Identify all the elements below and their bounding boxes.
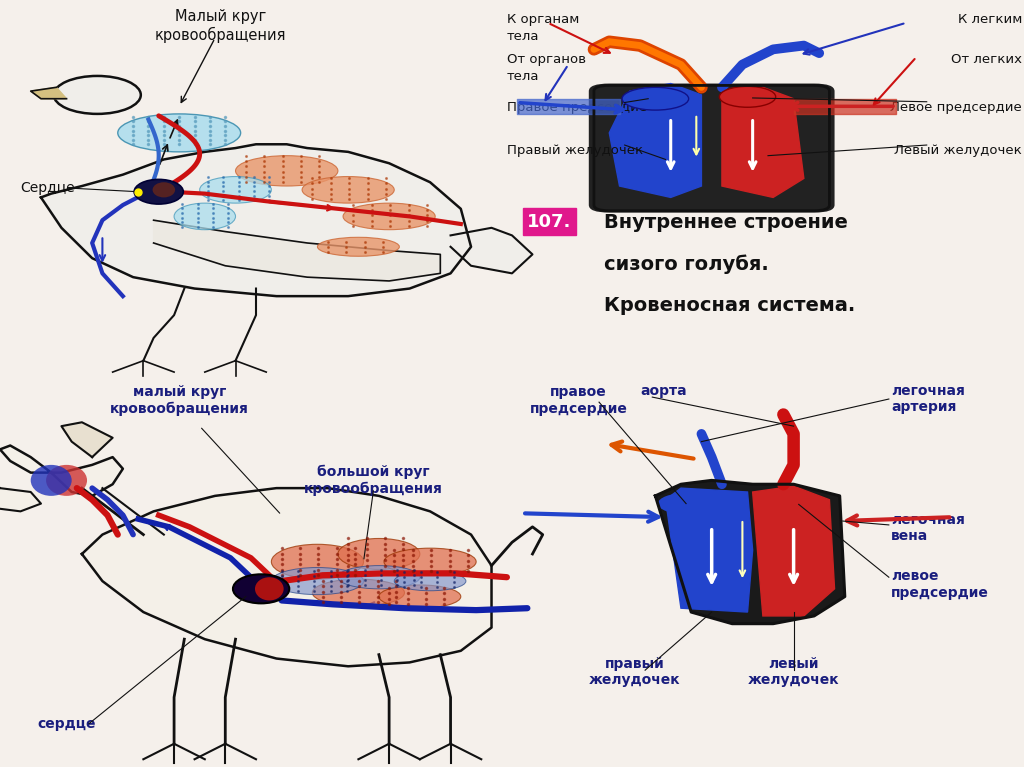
Polygon shape (82, 488, 492, 667)
Ellipse shape (343, 203, 435, 229)
Text: Правое предсердие: Правое предсердие (507, 100, 647, 114)
Text: От органов: От органов (507, 53, 586, 66)
Ellipse shape (317, 237, 399, 256)
Ellipse shape (622, 87, 688, 110)
Text: 107.: 107. (527, 212, 571, 231)
Ellipse shape (31, 465, 72, 496)
Ellipse shape (271, 545, 364, 579)
Text: Правый желудочек: Правый желудочек (507, 144, 643, 157)
Ellipse shape (719, 87, 776, 107)
Polygon shape (31, 87, 67, 99)
Ellipse shape (53, 76, 141, 114)
Ellipse shape (394, 571, 466, 591)
Text: легочная
артерия: легочная артерия (891, 384, 965, 413)
Text: Левое предсердие: Левое предсердие (890, 100, 1022, 114)
Text: Сердце: Сердце (20, 181, 75, 195)
Text: левое
предсердие: левое предсердие (891, 569, 989, 600)
Polygon shape (451, 228, 532, 273)
Text: сизого голубя.: сизого голубя. (604, 255, 769, 274)
Text: От легких: От легких (951, 53, 1022, 66)
Ellipse shape (338, 538, 420, 569)
Polygon shape (655, 480, 845, 624)
Ellipse shape (338, 565, 420, 589)
Text: правое
предсердие: правое предсердие (529, 386, 628, 416)
FancyBboxPatch shape (589, 84, 835, 212)
Ellipse shape (153, 183, 175, 197)
Ellipse shape (271, 568, 364, 594)
Polygon shape (154, 220, 440, 281)
Text: Внутреннее строение: Внутреннее строение (604, 212, 848, 232)
Ellipse shape (233, 574, 290, 604)
Ellipse shape (379, 585, 461, 608)
Text: тела: тела (507, 31, 540, 44)
Polygon shape (722, 87, 804, 197)
Ellipse shape (384, 548, 476, 575)
Polygon shape (0, 446, 123, 496)
Text: К органам: К органам (507, 13, 580, 26)
Polygon shape (0, 488, 41, 512)
Text: сердце: сердце (37, 716, 96, 731)
Text: аорта: аорта (640, 384, 687, 397)
Text: большой круг
кровообращения: большой круг кровообращения (304, 465, 443, 495)
Ellipse shape (302, 176, 394, 203)
Text: Малый круг
кровообращения: Малый круг кровообращения (155, 9, 286, 43)
Polygon shape (41, 144, 471, 296)
Ellipse shape (255, 578, 284, 601)
Polygon shape (753, 486, 835, 616)
Ellipse shape (766, 493, 821, 514)
Text: левый
желудочек: левый желудочек (748, 657, 840, 686)
Ellipse shape (657, 493, 714, 514)
Ellipse shape (200, 176, 271, 203)
Text: Кровеносная система.: Кровеносная система. (604, 296, 855, 315)
Ellipse shape (236, 156, 338, 186)
Text: тела: тела (507, 71, 540, 84)
Text: Левый желудочек: Левый желудочек (894, 144, 1022, 157)
Ellipse shape (312, 579, 404, 606)
Polygon shape (61, 423, 113, 457)
Text: легочная
вена: легочная вена (891, 513, 965, 544)
Text: малый круг
кровообращения: малый круг кровообращения (110, 386, 249, 416)
Ellipse shape (134, 179, 183, 204)
Text: правый
желудочек: правый желудочек (589, 657, 681, 686)
Ellipse shape (118, 114, 241, 152)
Text: К легким: К легким (957, 13, 1022, 26)
Ellipse shape (174, 203, 236, 229)
Ellipse shape (46, 465, 87, 496)
Polygon shape (609, 84, 701, 197)
Polygon shape (666, 488, 753, 612)
